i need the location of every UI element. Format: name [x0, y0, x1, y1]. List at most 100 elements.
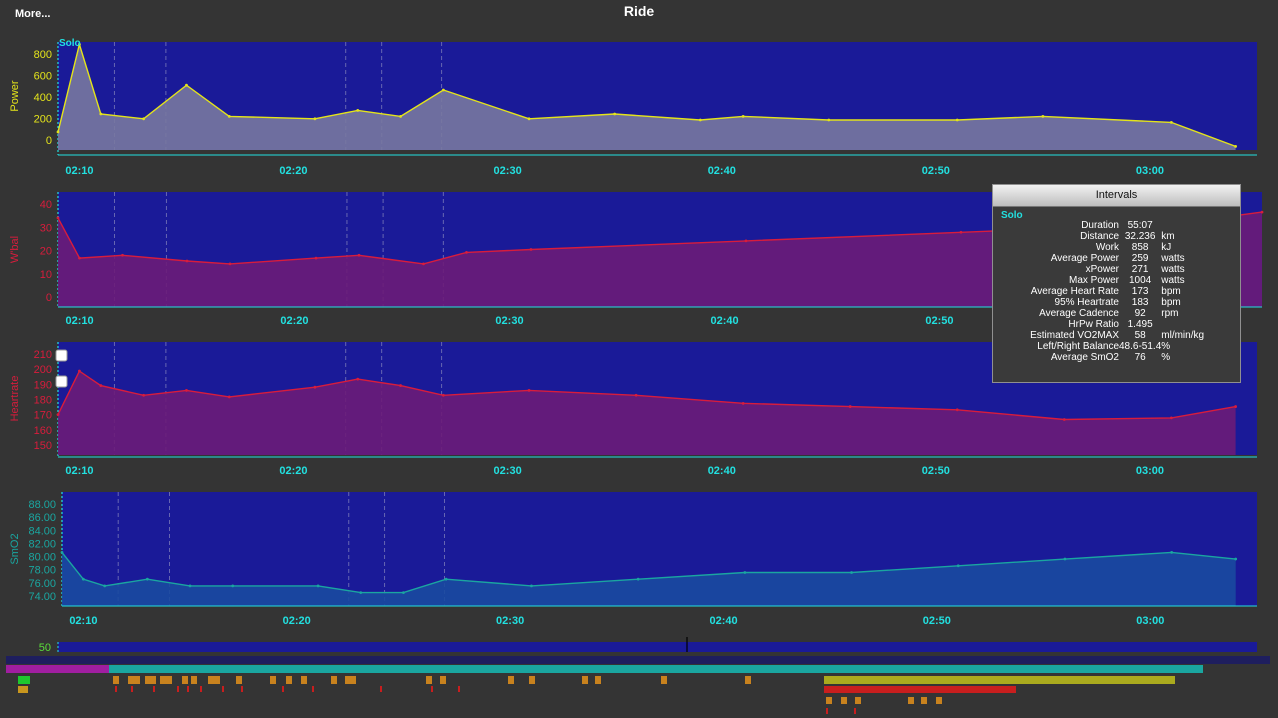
timeline-segment[interactable] — [160, 676, 166, 684]
metric-unit: bpm — [1161, 297, 1181, 308]
y-tick-label: 170 — [34, 410, 52, 422]
hr-zone-checkbox[interactable] — [55, 375, 68, 388]
y-tick-label: 0 — [46, 292, 52, 304]
timeline-segment[interactable] — [166, 676, 172, 684]
timeline-segment[interactable] — [855, 697, 861, 704]
timeline-segment[interactable] — [270, 676, 276, 684]
x-tick-label: 02:50 — [922, 465, 950, 477]
timeline-segment[interactable] — [134, 676, 140, 684]
metric-label: Average Cadence — [1039, 308, 1119, 319]
timeline-segment[interactable] — [236, 676, 242, 684]
data-point — [356, 109, 360, 112]
timeline-segment[interactable] — [153, 686, 155, 692]
timeline-segment[interactable] — [301, 676, 307, 684]
timeline-track[interactable] — [6, 656, 1270, 664]
chart-power[interactable]: 800 600 400 200 0 Power 02:10 02:20 02:30 02:40 02… — [9, 41, 1257, 177]
timeline-segment[interactable] — [286, 676, 292, 684]
metric-row: Average SmO2 76% — [993, 352, 1204, 363]
y-tick-label: 80.00 — [28, 552, 56, 564]
metric-value: 1004 — [1129, 275, 1152, 286]
timeline-segment[interactable] — [529, 676, 535, 684]
data-point — [850, 571, 853, 574]
x-tick-label: 02:30 — [496, 615, 524, 627]
timeline-segment[interactable] — [222, 686, 224, 692]
timeline-segment[interactable] — [350, 676, 356, 684]
timeline-segment[interactable] — [18, 676, 30, 684]
timeline-segment[interactable] — [826, 708, 828, 714]
timeline-segment[interactable] — [128, 676, 134, 684]
timeline-segment[interactable] — [187, 686, 189, 692]
interval-label[interactable]: Solo — [59, 38, 81, 49]
metric-value: 48.6-51.4 — [1119, 341, 1162, 352]
overview-strip[interactable] — [58, 642, 1257, 652]
intervals-panel-header[interactable]: Intervals — [993, 185, 1240, 207]
timeline-segment[interactable] — [241, 686, 243, 692]
timeline-segment[interactable] — [18, 686, 28, 693]
metric-label: Duration — [1081, 220, 1119, 231]
timeline-segment[interactable] — [177, 686, 179, 692]
x-tick-label: 02:40 — [708, 465, 736, 477]
y-tick-label: 400 — [34, 92, 52, 104]
timeline-segment[interactable] — [841, 697, 847, 704]
timeline-segment[interactable] — [312, 686, 314, 692]
chart-heartrate[interactable]: 210 200 190 180 170 160 150 Heartrate 02:10 02:20… — [9, 342, 1257, 477]
timeline-segment[interactable] — [331, 676, 337, 684]
metric-row: Max Power 1004 watts — [993, 275, 1204, 286]
data-point — [121, 253, 124, 257]
timeline-segment[interactable] — [282, 686, 284, 692]
metric-row: Distance 32.236 km — [993, 231, 1204, 242]
timeline-segment[interactable] — [824, 676, 1175, 684]
timeline-segment[interactable] — [431, 686, 433, 692]
metric-value: 55:07 — [1127, 220, 1153, 231]
timeline-segment[interactable] — [595, 676, 601, 684]
x-tick-label: 02:50 — [925, 315, 953, 327]
timeline-segment[interactable] — [426, 676, 432, 684]
timeline-segment[interactable] — [854, 708, 856, 714]
timeline-segment[interactable] — [113, 676, 119, 684]
timeline-segment[interactable] — [145, 676, 151, 684]
timeline-segment[interactable] — [508, 676, 514, 684]
metric-unit — [1161, 220, 1204, 231]
timeline-segment[interactable] — [150, 676, 156, 684]
hr-zone-checkbox[interactable] — [55, 349, 68, 362]
timeline-segment[interactable] — [661, 676, 667, 684]
timeline-segment[interactable] — [131, 686, 133, 692]
x-tick-label: 02:40 — [708, 165, 736, 177]
timeline-segment[interactable] — [824, 686, 1016, 693]
timeline-segment[interactable] — [921, 697, 927, 704]
timeline-segment[interactable] — [200, 686, 202, 692]
x-tick-label: 02:20 — [279, 165, 307, 177]
timeline-segment[interactable] — [826, 697, 832, 704]
more-menu-button[interactable]: More... — [15, 8, 51, 20]
timeline-segment[interactable] — [214, 676, 220, 684]
data-point — [444, 577, 448, 581]
timeline-segment[interactable] — [582, 676, 588, 684]
metric-label: Distance — [1080, 231, 1119, 242]
data-point — [527, 117, 531, 121]
timeline-segment[interactable] — [345, 676, 351, 684]
data-point — [636, 577, 640, 581]
x-tick-label: 02:10 — [65, 465, 93, 477]
timeline-segment[interactable] — [191, 676, 197, 684]
data-point — [145, 577, 149, 581]
timeline-segment[interactable] — [109, 665, 1203, 673]
timeline-segment[interactable] — [208, 676, 214, 684]
data-point — [634, 393, 638, 397]
timeline-segment[interactable] — [440, 676, 446, 684]
timeline-segment[interactable] — [458, 686, 460, 692]
data-point — [956, 564, 960, 568]
timeline-segment[interactable] — [745, 676, 751, 684]
timeline-segment[interactable] — [6, 665, 109, 673]
intervals-panel: Intervals Solo Duration 55:07 Distance 32.2… — [992, 184, 1241, 383]
metric-value: 92 — [1134, 308, 1146, 319]
timeline-segment[interactable] — [182, 676, 188, 684]
y-tick-label: 84.00 — [28, 525, 56, 537]
timeline-segment[interactable] — [380, 686, 382, 692]
timeline-segment[interactable] — [115, 686, 117, 692]
data-point — [56, 216, 60, 220]
data-point — [185, 83, 188, 87]
timeline-segment[interactable] — [936, 697, 942, 704]
timeline-segment[interactable] — [908, 697, 914, 704]
